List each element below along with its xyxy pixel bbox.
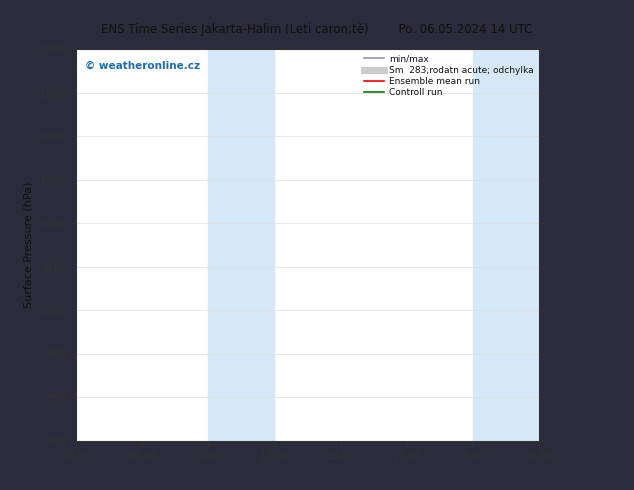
Legend: min/max, Sm  283;rodatn acute; odchylka, Ensemble mean run, Controll run: min/max, Sm 283;rodatn acute; odchylka, … [361,51,537,101]
Bar [209,49,275,441]
Text: © weatheronline.cz: © weatheronline.cz [86,61,200,71]
Bar [473,49,539,441]
Text: ENS Time Series Jakarta-Halim (Leti caron;tě)        Po. 06.05.2024 14 UTC: ENS Time Series Jakarta-Halim (Leti caro… [101,23,533,36]
Y-axis label: Surface Pressure (hPa): Surface Pressure (hPa) [24,182,34,308]
